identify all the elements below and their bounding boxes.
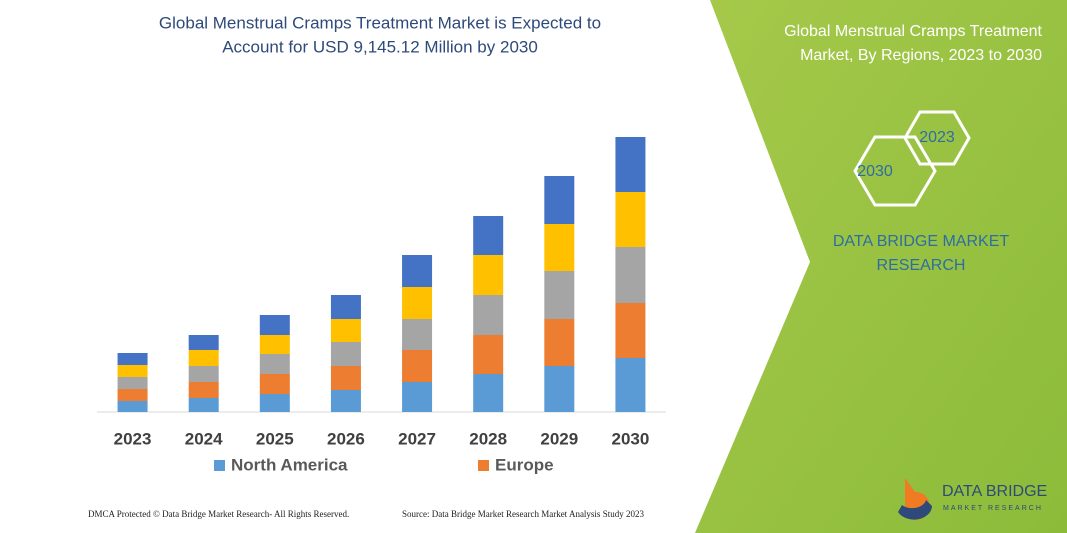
x-tick-label: 2023 — [114, 429, 152, 448]
hexagon-label: 2030 — [857, 163, 893, 180]
logo-mark — [898, 500, 932, 520]
bar-segment — [544, 271, 575, 319]
bar-segment — [259, 315, 290, 335]
bar-segment — [402, 319, 433, 350]
bar-segment — [117, 389, 148, 401]
bar-segment — [402, 255, 433, 287]
bar-segment — [615, 358, 646, 412]
bar-segment — [188, 398, 219, 412]
bar-segment — [544, 319, 575, 366]
chart-subtitle: Account for USD 9,145.12 Million by 2030 — [222, 37, 538, 56]
bar-segment — [544, 176, 575, 224]
bar-segment — [402, 382, 433, 412]
logo-text: DATA BRIDGE — [942, 483, 1047, 500]
chart-title: Global Menstrual Cramps Treatment Market… — [159, 13, 601, 32]
x-tick-label: 2027 — [398, 429, 436, 448]
legend-swatch — [214, 460, 225, 471]
bar-segment — [615, 192, 646, 247]
bar-segment — [544, 366, 575, 412]
bar-segment — [259, 354, 290, 374]
x-tick-label: 2024 — [185, 429, 223, 448]
bar-segment — [188, 366, 219, 382]
bar-segment — [188, 382, 219, 398]
bar-segment — [473, 216, 504, 255]
logo-text: MARKET RESEARCH — [943, 505, 1043, 512]
bar-segment — [259, 394, 290, 412]
x-tick-label: 2029 — [540, 429, 578, 448]
bar-segment — [117, 377, 148, 389]
bar-segment — [259, 374, 290, 394]
hexagon — [853, 135, 937, 207]
bar-segment — [117, 401, 148, 412]
footer-text: DMCA Protected © Data Bridge Market Rese… — [88, 509, 349, 519]
bar-segment — [188, 350, 219, 366]
bar-segment — [615, 137, 646, 192]
logo: DATA BRIDGE MARKET RESEARCH — [898, 478, 1047, 520]
bar-segment — [473, 255, 504, 295]
bar-segment — [330, 342, 361, 366]
footer-text: Source: Data Bridge Market Research Mark… — [402, 509, 644, 519]
bar-segment — [330, 390, 361, 412]
bar-segment — [117, 353, 148, 365]
bar-segment — [330, 366, 361, 390]
bar-segment — [473, 374, 504, 412]
bar-segment — [117, 365, 148, 377]
bar-segment — [330, 295, 361, 319]
legend-label: Europe — [495, 455, 554, 474]
x-tick-label: 2025 — [256, 429, 294, 448]
brand-text: RESEARCH — [877, 257, 966, 274]
bar-segment — [330, 319, 361, 342]
hexagon-label: 2023 — [919, 129, 955, 146]
bar-segment — [402, 287, 433, 319]
bar-segment — [473, 335, 504, 374]
bar-segment — [615, 303, 646, 358]
side-title: Market, By Regions, 2023 to 2030 — [800, 47, 1042, 64]
side-title: Global Menstrual Cramps Treatment — [784, 23, 1042, 40]
brand-text: DATA BRIDGE MARKET — [833, 233, 1010, 250]
bar-segment — [259, 335, 290, 354]
x-tick-label: 2026 — [327, 429, 365, 448]
bar-segment — [188, 335, 219, 350]
x-tick-label: 2028 — [469, 429, 507, 448]
side-panel — [695, 0, 1067, 533]
bar-segment — [544, 224, 575, 271]
x-tick-label: 2030 — [612, 429, 650, 448]
bar-segment — [402, 350, 433, 382]
legend-swatch — [478, 460, 489, 471]
legend-label: North America — [231, 455, 348, 474]
bar-segment — [615, 247, 646, 303]
bar-segment — [473, 295, 504, 335]
hexagon — [903, 110, 971, 166]
